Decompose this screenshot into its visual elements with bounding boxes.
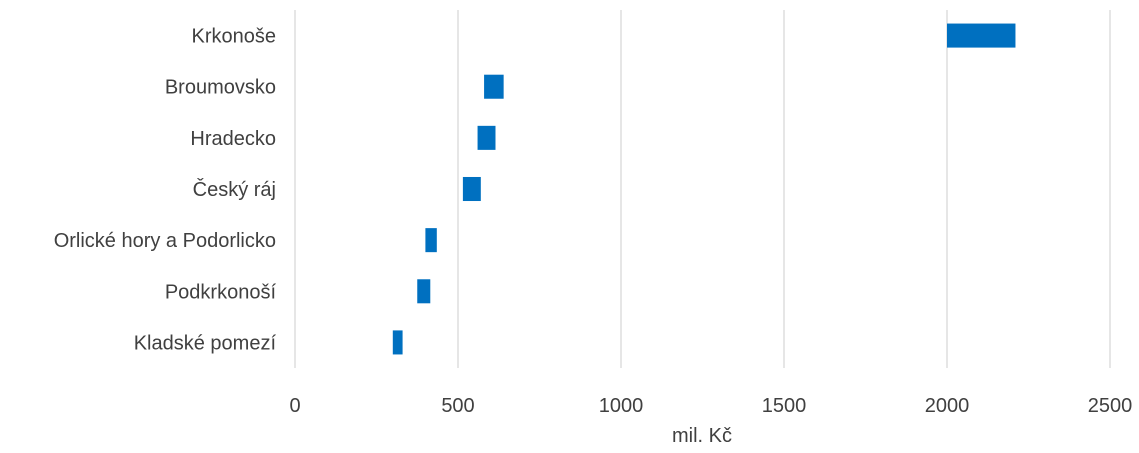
x-tick-label: 0 [289, 395, 300, 417]
x-tick-label: 2500 [1088, 395, 1133, 417]
gridlines [294, 10, 1111, 368]
bars [392, 23, 1016, 355]
bar [477, 125, 496, 150]
bar [462, 176, 481, 202]
category-label: Hradecko [190, 128, 276, 150]
category-label: Podkrkonoší [165, 281, 277, 303]
category-label: Český ráj [193, 178, 276, 201]
x-axis-title: mil. Kč [672, 425, 732, 447]
category-label: Krkonoše [192, 26, 277, 48]
bar [425, 228, 437, 253]
category-label: Kladské pomezí [134, 332, 277, 354]
x-tick-labels: 0 500 1000 1500 2000 2500 [289, 395, 1132, 417]
category-label: Broumovsko [165, 77, 276, 99]
category-label: Orlické hory a Podorlicko [54, 230, 276, 252]
bar [417, 279, 431, 304]
bar [947, 23, 1016, 48]
bar [392, 330, 403, 355]
bar [484, 74, 504, 99]
x-tick-label: 2000 [925, 395, 970, 417]
x-tick-label: 1500 [762, 395, 807, 417]
x-tick-label: 500 [441, 395, 474, 417]
x-tick-label: 1000 [599, 395, 644, 417]
category-labels: Krkonoše Broumovsko Hradecko Český ráj Orlic… [54, 26, 277, 355]
